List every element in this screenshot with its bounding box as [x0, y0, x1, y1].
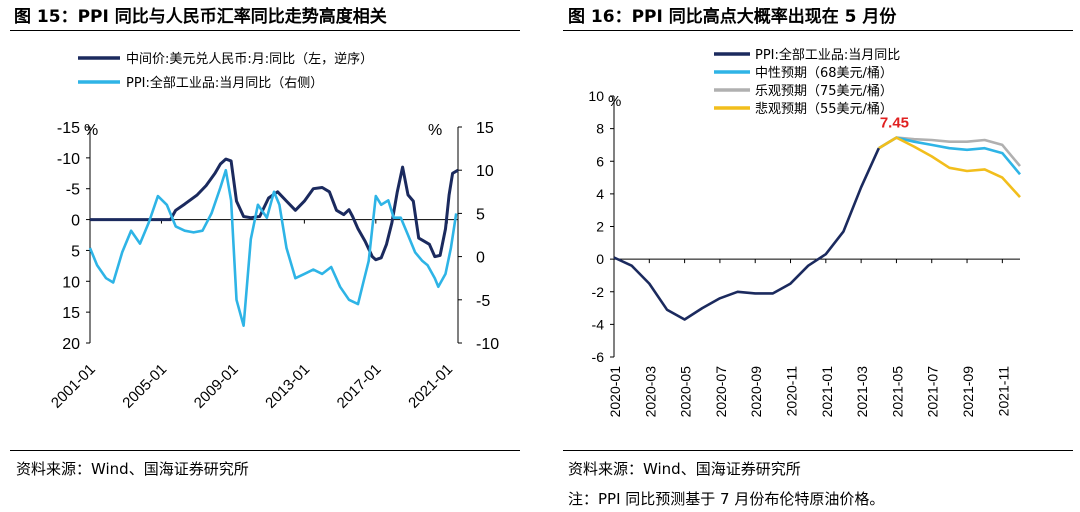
legend-label: PPI:全部工业品:当月同比（右侧） — [126, 75, 323, 91]
right-figure-title: 图 16：PPI 同比高点大概率出现在 5 月份 — [568, 7, 897, 27]
x-tick-label: 2020-05 — [678, 366, 694, 418]
x-tick-label: 2021-05 — [889, 366, 905, 418]
x-tick-label: 2021-03 — [854, 366, 870, 418]
ppi-actual-line — [613, 147, 880, 321]
x-tick-label: 2020-03 — [642, 366, 658, 418]
y-tick-label: 0 — [596, 251, 604, 267]
left-bottom-rule — [10, 450, 520, 451]
x-tick-label: 2009-01 — [191, 361, 242, 412]
left-unit-label: % — [84, 122, 98, 139]
neutral-forecast-line — [878, 136, 1021, 176]
x-tick-label: 2021-11 — [995, 366, 1011, 417]
x-tick-label: 2005-01 — [119, 361, 170, 412]
legend-label: PPI:全部工业品:当月同比 — [755, 47, 900, 63]
right-unit-label: % — [428, 122, 442, 139]
peak-value-label: 7.45 — [880, 115, 909, 132]
left-chart: -15 -10 -5 0 5 10 15 20 15 10 5 0 -5 -10% % 2001-01 2005… — [48, 51, 499, 412]
left-y-tick-label: 0 — [71, 213, 80, 230]
left-y-tick-label: -15 — [57, 120, 80, 137]
left-y-tick-label: 20 — [62, 336, 80, 353]
x-tick-label: 2020-01 — [607, 366, 623, 418]
right-y-tick-label: 10 — [476, 163, 494, 180]
y-tick-label: -4 — [592, 316, 605, 332]
left-top-rule — [10, 30, 520, 31]
left-y-tick-label: -5 — [66, 182, 80, 199]
right-y-tick-label: 5 — [476, 206, 485, 223]
x-tick-label: 2017-01 — [334, 361, 385, 412]
legend-label: 悲观预期（55美元/桶） — [755, 101, 893, 117]
right-chart: -6 -4 -2 0 2 4 6 8 10 % 2020-01 2020-03 2020-05 2020-… — [588, 47, 1021, 418]
y-tick-label: 8 — [596, 121, 604, 137]
right-y-tick-label: -10 — [476, 336, 499, 353]
ppi-yoy-line — [88, 168, 458, 328]
right-note-text: 注：PPI 同比预测基于 7 月份布伦特原油价格。 — [568, 490, 885, 508]
legend-label: 中性预期（68美元/桶） — [755, 66, 893, 81]
right-y-tick-label: 15 — [476, 120, 494, 137]
left-y-tick-label: 5 — [71, 243, 80, 260]
legend-label: 中间价:美元兑人民币:月:同比（左，逆序） — [126, 51, 373, 67]
left-figure-title: 图 15：PPI 同比与人民币汇率同比走势高度相关 — [14, 7, 387, 27]
y-tick-label: -6 — [592, 349, 605, 365]
x-tick-label: 2021-01 — [819, 366, 835, 418]
y-tick-label: 2 — [596, 219, 604, 235]
left-y-tick-label: 15 — [62, 305, 80, 322]
left-y-tick-label: -10 — [57, 151, 80, 168]
right-bottom-rule — [563, 450, 1073, 451]
x-tick-label: 2020-07 — [713, 366, 729, 418]
usdcny-yoy-line — [90, 157, 459, 262]
x-tick-label: 2021-09 — [960, 366, 976, 418]
x-tick-label: 2021-07 — [925, 366, 941, 418]
right-y-tick-label: -5 — [476, 293, 490, 310]
x-tick-label: 2001-01 — [48, 361, 99, 412]
left-source-text: 资料来源：Wind、国海证券研究所 — [16, 460, 249, 478]
pessimistic-forecast-line — [878, 136, 1021, 198]
y-unit-label: % — [608, 93, 621, 110]
x-tick-label: 2020-09 — [748, 366, 764, 418]
y-tick-label: 6 — [596, 153, 604, 169]
right-top-rule — [563, 30, 1073, 31]
legend-label: 乐观预期（75美元/桶） — [755, 84, 893, 99]
right-y-tick-label: 0 — [476, 250, 485, 267]
x-tick-label: 2020-11 — [784, 366, 800, 417]
x-tick-label: 2013-01 — [262, 361, 313, 412]
left-y-tick-label: 10 — [62, 274, 80, 291]
right-source-text: 资料来源：Wind、国海证券研究所 — [568, 460, 801, 478]
x-tick-label: 2021-01 — [405, 361, 456, 412]
y-tick-label: 10 — [588, 88, 604, 104]
y-tick-label: -2 — [592, 284, 605, 300]
y-tick-label: 4 — [596, 186, 604, 202]
